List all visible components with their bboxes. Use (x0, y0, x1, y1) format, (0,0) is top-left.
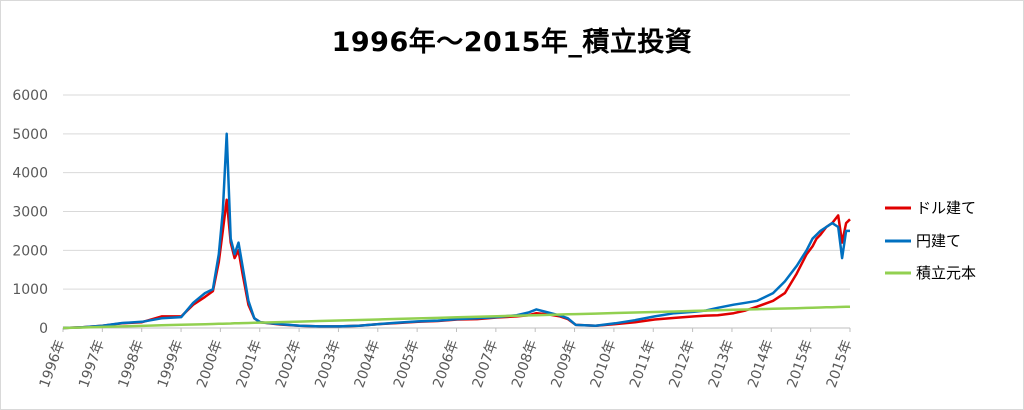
x-tick-label: 2010年 (588, 338, 620, 390)
series-line-2 (62, 132, 850, 330)
x-tick-label: 1998年 (115, 338, 147, 390)
x-tick-label: 2015年 (824, 338, 856, 390)
legend-label-2: 円建て (916, 232, 961, 250)
y-tick-label: 6000 (12, 88, 48, 104)
x-tick-label: 1996年 (37, 338, 69, 390)
x-tick-label: 1997年 (76, 338, 108, 390)
x-tick-label: 2004年 (352, 338, 384, 390)
x-tick-label: 2007年 (470, 338, 502, 390)
y-tick-label: 5000 (12, 127, 48, 143)
x-tick-label: 2008年 (509, 338, 541, 390)
series-line-3 (62, 305, 851, 330)
x-tick-label: 2005年 (391, 338, 423, 390)
x-tick-label: 2012年 (666, 338, 698, 390)
y-tick-label: 0 (39, 321, 48, 337)
y-tick-label: 1000 (12, 282, 48, 298)
x-tick-label: 2011年 (627, 338, 659, 390)
x-tick-label: 2014年 (745, 338, 777, 390)
y-tick-label: 4000 (12, 166, 48, 182)
y-tick-label: 3000 (12, 205, 48, 221)
x-tick-label: 2006年 (430, 338, 462, 390)
x-tick-label: 2015年 (784, 338, 816, 390)
y-tick-label: 2000 (12, 243, 48, 259)
legend-label-3: 積立元本 (916, 264, 976, 282)
legend-label-1: ドル建て (916, 199, 976, 217)
x-tick-label: 1999年 (155, 338, 187, 390)
x-tick-label: 2003年 (312, 338, 344, 390)
x-tick-label: 2000年 (194, 338, 226, 390)
x-tick-label: 2013年 (706, 338, 738, 390)
x-tick-label: 2001年 (233, 338, 265, 390)
x-tick-label: 2002年 (273, 338, 305, 390)
x-tick-label: 2009年 (548, 338, 580, 390)
chart-title: 1996年～2015年_積立投資 (331, 27, 693, 58)
